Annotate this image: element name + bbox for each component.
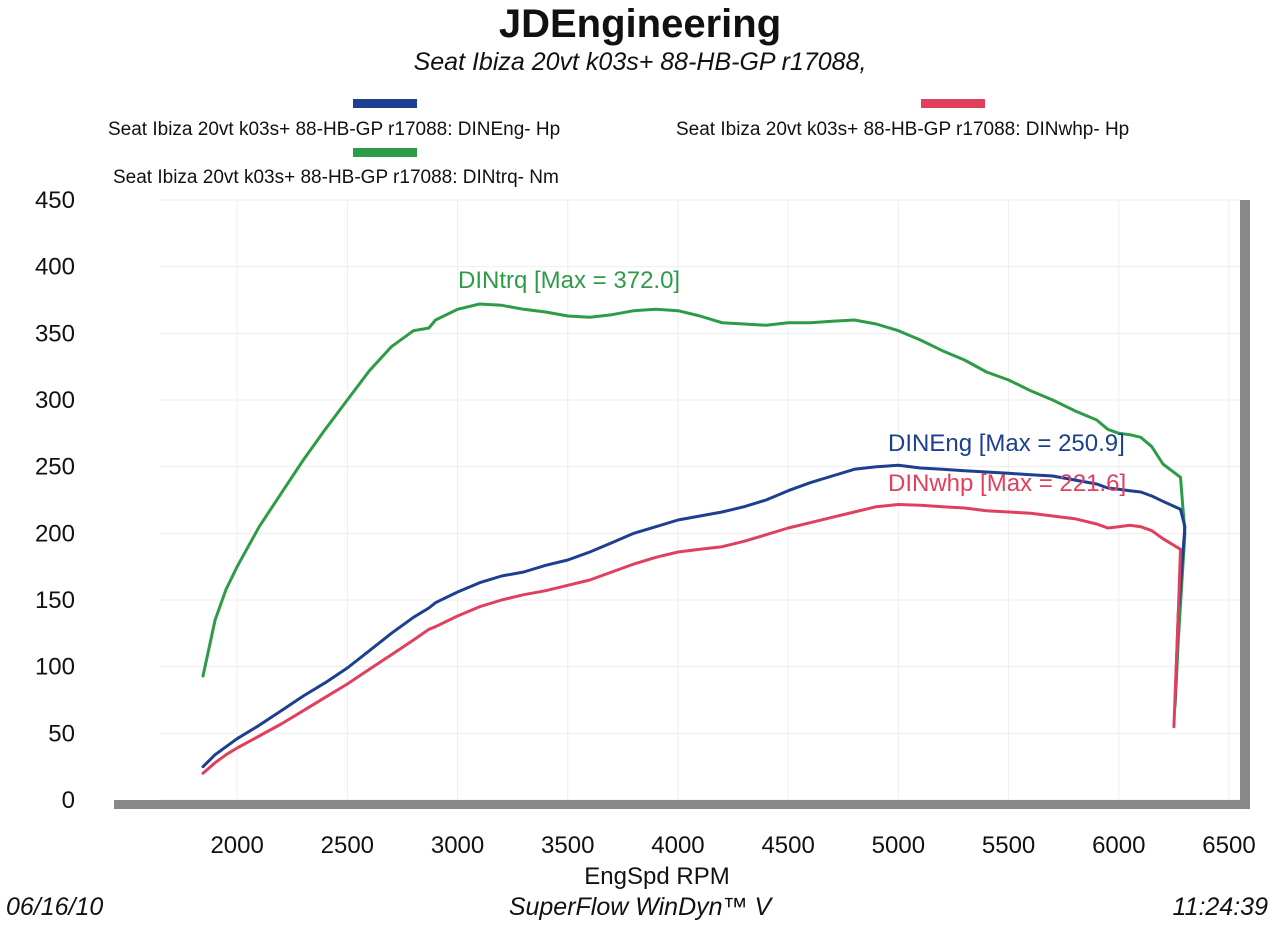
y-tick-label: 250 [35,454,75,481]
footer-time: 11:24:39 [1172,893,1268,921]
x-tick-label: 4500 [761,832,814,859]
y-tick-label: 350 [35,320,75,347]
legend-label-dinwhp: Seat Ibiza 20vt k03s+ 88-HB-GP r17088: D… [676,119,1130,140]
y-tick-label: 50 [48,720,75,747]
y-tick-label: 200 [35,520,75,547]
x-tick-label: 3500 [541,832,594,859]
x-tick-label: 5500 [982,832,1035,859]
y-tick-label: 400 [35,254,75,281]
x-tick-label: 3000 [431,832,484,859]
right-axis-bar [1240,200,1250,809]
x-axis-bar [114,800,1250,809]
legend-swatch-dineng [353,99,417,108]
x-tick-label: 2500 [321,832,374,859]
y-tick-label: 0 [62,787,75,814]
x-tick-label: 5000 [872,832,925,859]
y-tick-label: 100 [35,654,75,681]
series-line-dintrq [201,302,1187,709]
x-tick-label: 6000 [1092,832,1145,859]
series-line-dinwhp [201,503,1182,775]
annotation-dineng: DINEng [Max = 250.9] [888,430,1125,457]
x-tick-label: 2000 [210,832,263,859]
legend-swatch-dinwhp [921,99,985,108]
x-axis-label: EngSpd RPM [584,863,729,890]
chart-title: JDEngineering [498,2,782,46]
legend-label-dintrq: Seat Ibiza 20vt k03s+ 88-HB-GP r17088: D… [113,167,559,188]
footer-date: 06/16/10 [6,893,104,921]
x-tick-label: 6500 [1202,832,1255,859]
footer-software: SuperFlow WinDyn™ V [508,893,772,921]
legend-label-dineng: Seat Ibiza 20vt k03s+ 88-HB-GP r17088: D… [108,119,561,140]
series-line-dineng [201,463,1187,769]
y-tick-label: 450 [35,187,75,214]
chart-subtitle: Seat Ibiza 20vt k03s+ 88-HB-GP r17088, [413,48,867,76]
annotation-dinwhp: DINwhp [Max = 221.6] [888,470,1126,497]
y-tick-label: 150 [35,587,75,614]
annotation-dintrq: DINtrq [Max = 372.0] [458,267,680,294]
x-tick-label: 4000 [651,832,704,859]
legend-swatch-dintrq [353,148,417,157]
y-tick-label: 300 [35,387,75,414]
